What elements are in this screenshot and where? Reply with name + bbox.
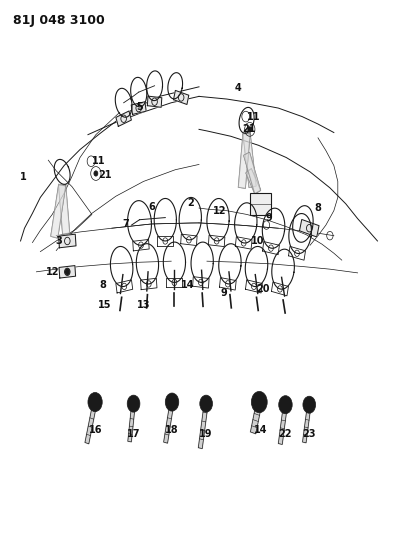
Polygon shape xyxy=(116,111,131,126)
Text: 5: 5 xyxy=(137,102,143,112)
Circle shape xyxy=(303,396,316,413)
Polygon shape xyxy=(243,133,256,188)
Polygon shape xyxy=(219,278,236,290)
Text: 21: 21 xyxy=(243,124,256,134)
Polygon shape xyxy=(193,277,209,288)
Circle shape xyxy=(65,269,70,275)
Text: 11: 11 xyxy=(247,111,260,122)
Polygon shape xyxy=(59,265,76,278)
Circle shape xyxy=(94,171,98,176)
Polygon shape xyxy=(250,401,262,434)
Polygon shape xyxy=(246,168,260,194)
Text: 3: 3 xyxy=(55,236,62,246)
Polygon shape xyxy=(181,234,197,246)
Polygon shape xyxy=(278,404,287,445)
Polygon shape xyxy=(147,96,162,107)
Polygon shape xyxy=(133,239,149,251)
Polygon shape xyxy=(302,405,311,443)
Polygon shape xyxy=(85,401,97,444)
Text: 4: 4 xyxy=(235,83,242,93)
Text: 12: 12 xyxy=(46,267,59,277)
Polygon shape xyxy=(51,184,66,238)
Polygon shape xyxy=(128,403,135,442)
Polygon shape xyxy=(157,236,173,246)
Text: 12: 12 xyxy=(213,206,227,216)
Circle shape xyxy=(200,395,213,412)
Circle shape xyxy=(248,127,252,132)
Polygon shape xyxy=(140,278,157,289)
Text: 8: 8 xyxy=(99,280,106,290)
Text: 14: 14 xyxy=(254,425,267,435)
Text: 10: 10 xyxy=(251,236,264,246)
Polygon shape xyxy=(246,280,262,293)
Polygon shape xyxy=(263,241,279,255)
Circle shape xyxy=(165,393,179,411)
Polygon shape xyxy=(164,401,174,443)
Polygon shape xyxy=(131,102,146,115)
Polygon shape xyxy=(59,234,76,248)
Polygon shape xyxy=(238,133,250,188)
Polygon shape xyxy=(198,403,208,449)
Polygon shape xyxy=(289,246,306,260)
Polygon shape xyxy=(116,280,133,293)
Text: 15: 15 xyxy=(98,300,111,310)
Text: 7: 7 xyxy=(123,219,130,229)
Text: 9: 9 xyxy=(221,288,228,298)
Circle shape xyxy=(279,395,292,414)
Text: 23: 23 xyxy=(302,429,316,439)
Polygon shape xyxy=(174,91,189,104)
Polygon shape xyxy=(59,184,70,234)
Polygon shape xyxy=(300,220,319,237)
Text: 22: 22 xyxy=(279,429,292,439)
Bar xyxy=(250,192,271,215)
Text: 1: 1 xyxy=(20,172,27,182)
Polygon shape xyxy=(244,152,261,193)
Text: 9: 9 xyxy=(265,213,272,223)
Text: 19: 19 xyxy=(199,429,213,439)
Text: 21: 21 xyxy=(98,169,111,180)
Text: 13: 13 xyxy=(137,300,150,310)
Circle shape xyxy=(127,395,140,412)
Polygon shape xyxy=(235,237,252,249)
Polygon shape xyxy=(209,235,225,247)
Text: 2: 2 xyxy=(187,198,194,208)
Text: 6: 6 xyxy=(148,202,155,212)
Text: 17: 17 xyxy=(127,429,140,439)
Circle shape xyxy=(88,392,102,411)
Text: 81J 048 3100: 81J 048 3100 xyxy=(13,14,104,27)
Text: 11: 11 xyxy=(92,156,105,166)
Polygon shape xyxy=(166,278,182,287)
Text: 18: 18 xyxy=(165,425,179,435)
Text: 16: 16 xyxy=(89,425,103,435)
Circle shape xyxy=(252,391,267,413)
Polygon shape xyxy=(271,282,289,296)
Text: 14: 14 xyxy=(181,280,195,290)
Text: 20: 20 xyxy=(256,284,270,294)
Text: 8: 8 xyxy=(314,203,321,213)
